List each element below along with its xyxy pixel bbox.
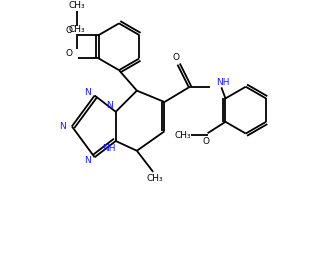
Text: O: O	[203, 137, 210, 146]
Text: N: N	[84, 156, 91, 165]
Text: N: N	[84, 88, 91, 97]
Text: NH: NH	[102, 144, 115, 153]
Text: N: N	[59, 122, 66, 131]
Text: CH₃: CH₃	[68, 25, 85, 34]
Text: O: O	[172, 53, 179, 62]
Text: CH₃: CH₃	[68, 1, 85, 10]
Text: CH₃: CH₃	[175, 131, 191, 140]
Text: O: O	[66, 49, 73, 58]
Text: CH₃: CH₃	[146, 174, 163, 183]
Text: NH: NH	[216, 78, 230, 87]
Text: N: N	[106, 102, 113, 110]
Text: O: O	[66, 26, 73, 35]
